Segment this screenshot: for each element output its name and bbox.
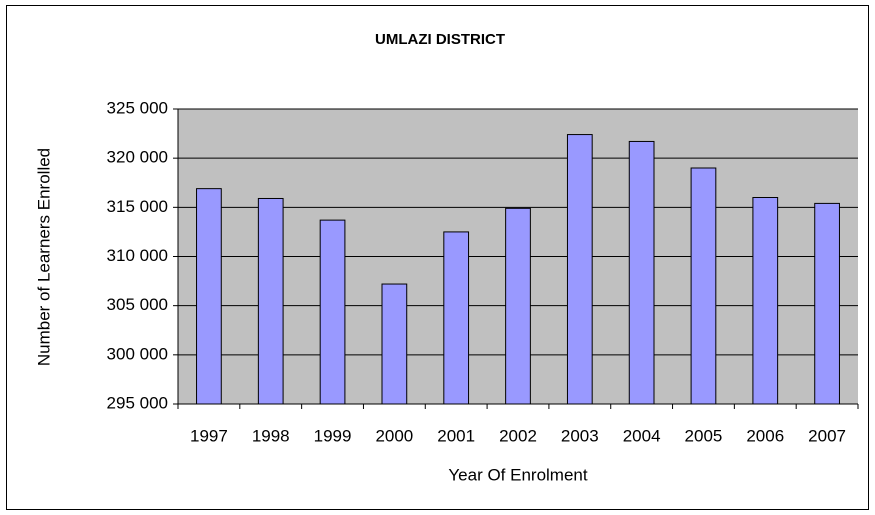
x-tick-label: 2001 bbox=[437, 426, 475, 445]
x-tick-label: 2007 bbox=[808, 426, 846, 445]
bar bbox=[814, 202, 840, 405]
bar bbox=[752, 197, 779, 405]
y-tick-label: 325 000 bbox=[107, 98, 168, 117]
y-tick-label: 320 000 bbox=[107, 148, 168, 167]
chart-title: UMLAZI DISTRICT bbox=[375, 31, 505, 48]
bar bbox=[196, 188, 222, 405]
bar bbox=[319, 219, 346, 405]
x-tick-label: 1997 bbox=[190, 426, 228, 445]
y-tick-label: 315 000 bbox=[107, 197, 168, 216]
x-tick-label: 2004 bbox=[623, 426, 661, 445]
x-tick-label: 2002 bbox=[499, 426, 537, 445]
x-tick-label: 1998 bbox=[252, 426, 290, 445]
x-tick-label: 1999 bbox=[314, 426, 352, 445]
y-tick-label: 305 000 bbox=[107, 295, 168, 314]
bar bbox=[690, 167, 717, 405]
bar bbox=[443, 231, 470, 405]
x-tick-label: 2005 bbox=[685, 426, 723, 445]
x-tick-label: 2000 bbox=[375, 426, 413, 445]
y-tick-label: 295 000 bbox=[107, 393, 168, 412]
y-tick-label: 300 000 bbox=[107, 344, 168, 363]
x-axis-label: Year Of Enrolment bbox=[448, 465, 587, 484]
bar bbox=[566, 134, 593, 405]
bar bbox=[628, 140, 655, 405]
bar bbox=[505, 207, 531, 405]
x-tick-label: 2003 bbox=[561, 426, 599, 445]
bar bbox=[381, 283, 408, 405]
bar bbox=[257, 197, 284, 405]
y-axis-label: Number of Learners Enrolled bbox=[34, 148, 53, 366]
y-tick-label: 310 000 bbox=[107, 246, 168, 265]
x-tick-label: 2006 bbox=[746, 426, 784, 445]
